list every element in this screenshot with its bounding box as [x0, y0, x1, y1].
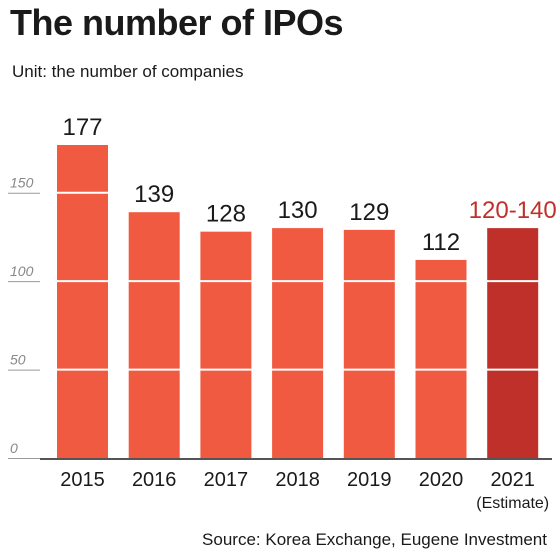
bar-2019 [343, 229, 395, 458]
source-note: Source: Korea Exchange, Eugene Investmen… [202, 530, 547, 549]
bar-2015 [57, 145, 108, 458]
bar-2020 [415, 259, 467, 458]
x-tick-label-2017: 2017 [204, 469, 249, 491]
x-tick-label-2021: 2021 [490, 469, 535, 491]
value-label-2019: 129 [349, 199, 389, 226]
y-tick-label-50: 50 [10, 352, 26, 368]
value-label-2016: 139 [134, 181, 174, 208]
value-label-2015: 177 [62, 114, 102, 141]
bar-2018 [272, 228, 324, 458]
x-tick-note-2021: (Estimate) [476, 495, 549, 512]
chart-subtitle: Unit: the number of companies [12, 62, 244, 81]
value-label-2017: 128 [206, 201, 246, 228]
y-tick-label-0: 0 [10, 440, 18, 456]
x-tick-label-2016: 2016 [132, 469, 177, 491]
x-tick-label-2019: 2019 [347, 469, 392, 491]
x-tick-label-2018: 2018 [275, 469, 320, 491]
bar-2017 [200, 231, 252, 458]
y-tick-label-100: 100 [10, 263, 34, 279]
bar-2016 [128, 212, 180, 458]
value-label-2020: 112 [422, 229, 460, 256]
chart-title: The number of IPOs [10, 2, 344, 43]
bar-2021 [487, 228, 539, 458]
x-tick-label-2015: 2015 [60, 469, 105, 491]
x-tick-label-2020: 2020 [419, 469, 464, 491]
y-tick-label-150: 150 [10, 175, 34, 191]
value-label-2021: 120-140 [469, 197, 557, 224]
value-label-2018: 130 [278, 197, 318, 224]
